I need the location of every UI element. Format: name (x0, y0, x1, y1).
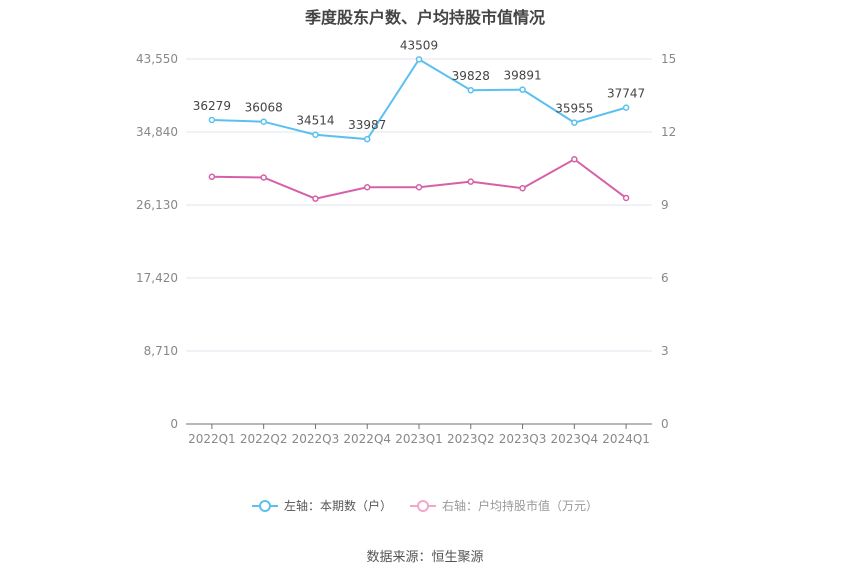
left-axis-tick: 8,710 (144, 344, 178, 358)
chart-title: 季度股东户数、户均持股市值情况 (304, 8, 545, 27)
left-axis-tick: 0 (170, 417, 178, 431)
left-series-data-label: 39891 (503, 69, 541, 83)
x-axis-label: 2023Q1 (395, 432, 443, 446)
left-series-data-label: 34514 (296, 114, 334, 128)
left-series-data-label: 36279 (193, 99, 231, 113)
left-series-point (415, 56, 423, 63)
right-series-point (260, 174, 267, 181)
x-axis-label: 2022Q3 (292, 432, 340, 446)
x-axis-label: 2023Q2 (447, 432, 495, 446)
left-axis-tick: 43,550 (136, 52, 178, 66)
right-series-point (571, 156, 578, 163)
right-axis-tick: 9 (661, 198, 669, 212)
left-axis-tick: 17,420 (136, 271, 178, 285)
right-axis-tick: 3 (661, 344, 669, 358)
right-series-point (363, 183, 371, 191)
right-series-line (211, 158, 627, 200)
legend-line-circle-icon (410, 499, 436, 512)
left-series-data-label: 43509 (400, 38, 438, 52)
left-series-point (363, 135, 371, 143)
legend-line-circle-icon (251, 499, 278, 512)
left-series-point (467, 86, 475, 94)
chart-plot: 0 0 8,710 3 17,420 6 26,130 9 34,840 12 43,550 15 20… (136, 38, 676, 446)
right-series-point (208, 173, 216, 181)
left-series-point (208, 116, 216, 124)
left-series-point (260, 118, 267, 125)
left-series-data-label: 35955 (555, 102, 593, 116)
right-axis-tick: 0 (661, 417, 669, 431)
right-series-point (519, 184, 526, 192)
legend-item-left-series[interactable]: 左轴：本期数（户） (251, 497, 392, 514)
x-axis-label: 2024Q1 (602, 432, 650, 446)
x-axis-label: 2022Q4 (343, 432, 391, 446)
x-axis-label: 2023Q4 (551, 432, 599, 446)
left-series-point (622, 104, 630, 111)
legend-item-right-series[interactable]: 右轴：户均持股市值（万元） (410, 497, 598, 514)
right-series-point (467, 178, 475, 185)
right-axis-tick: 6 (661, 271, 669, 285)
left-series-data-label: 33987 (348, 118, 386, 132)
legend-label-right: 右轴：户均持股市值（万元） (442, 499, 599, 513)
left-series-line (211, 57, 627, 141)
left-series-data-label: 36068 (245, 101, 283, 115)
left-series-point (519, 86, 526, 93)
legend-label-left: 左轴：本期数（户） (283, 499, 392, 513)
left-axis-tick: 34,840 (136, 125, 178, 139)
chart-legend: 左轴：本期数（户） 右轴：户均持股市值（万元） (0, 497, 850, 514)
left-axis-tick: 26,130 (136, 198, 178, 212)
left-series-point (312, 131, 319, 138)
left-series-data-label: 39828 (452, 69, 490, 83)
x-axis-label: 2022Q2 (240, 432, 288, 446)
right-axis-tick: 15 (661, 52, 676, 66)
right-series-point (312, 195, 319, 202)
x-axis-label: 2022Q1 (188, 432, 236, 446)
right-series-point (415, 183, 423, 191)
data-source: 数据来源：恒生聚源 (366, 550, 484, 565)
x-axis-label: 2023Q3 (499, 432, 547, 446)
right-axis-tick: 12 (661, 125, 676, 139)
left-series-point (571, 119, 578, 126)
left-series-data-label: 37747 (607, 87, 645, 101)
right-series-point (622, 194, 630, 202)
